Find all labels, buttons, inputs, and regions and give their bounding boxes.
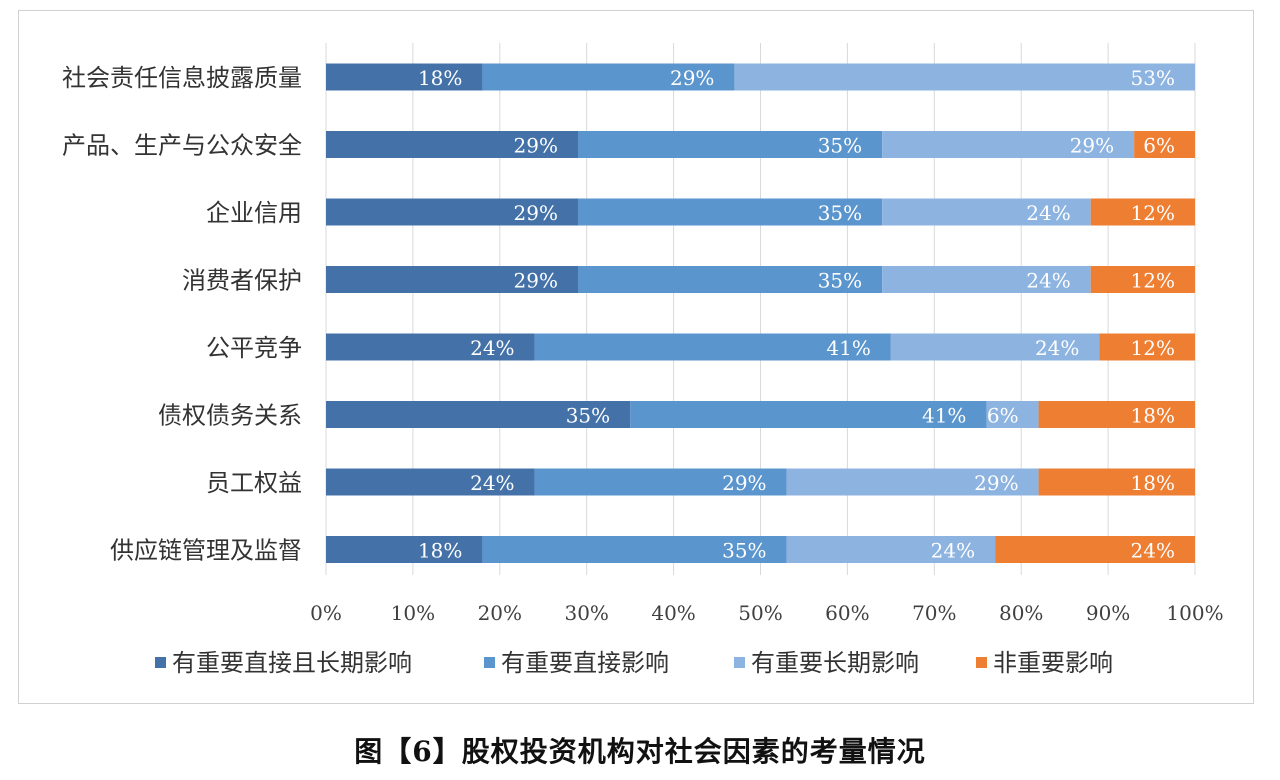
data-label: 35% [818,134,862,158]
bar-segment [534,468,787,496]
stacked-bar-chart: 0% 10% 20% 30% 40% 50% 60% 70% 80% 90% 100% 社会责任信息披… [62,43,1224,677]
data-label: 24% [1131,539,1175,563]
data-label: 41% [922,404,966,428]
bar-segment [1038,468,1195,496]
data-label: 6% [987,404,1019,428]
bar-segment [1099,333,1195,361]
data-label: 24% [1026,269,1070,293]
bar-segment [326,333,535,361]
data-label: 35% [818,269,862,293]
bar-segment [534,333,891,361]
bar-segment [882,198,1091,226]
data-label: 24% [470,471,514,495]
y-category-label: 公平竞争 [206,334,302,362]
bar-segment [578,131,883,158]
data-label: 29% [722,471,766,495]
legend-swatch [734,657,745,668]
data-label: 53% [1131,66,1175,90]
bar-segment [630,401,987,428]
data-label: 24% [1026,201,1070,225]
x-tick-label: 10% [391,601,435,625]
x-tick-label: 60% [825,601,869,625]
x-tick-label: 0% [310,601,342,625]
x-tick-label: 50% [738,601,782,625]
figure-caption: 图【6】股权投资机构对社会因素的考量情况 [354,735,926,768]
x-tick-label: 40% [651,601,695,625]
y-category-label: 产品、生产与公众安全 [62,132,302,160]
bar-segment [326,198,579,226]
y-category-label: 债权债务关系 [158,402,302,430]
data-label: 35% [566,404,610,428]
legend-swatch [976,657,987,668]
x-tick-label: 100% [1166,601,1223,625]
data-label: 29% [514,134,558,158]
data-label: 18% [1131,471,1175,495]
x-tick-label: 70% [912,601,956,625]
legend-label: 有重要直接且长期影响 [172,649,412,677]
data-label: 29% [670,66,714,90]
y-category-label: 员工权益 [206,469,302,497]
data-label: 6% [1143,134,1175,158]
data-label: 35% [722,539,766,563]
legend-swatch [155,657,166,668]
bar-segment [326,266,579,293]
bar-segment [326,468,535,496]
bar-segment [734,63,1195,91]
data-label: 29% [1070,134,1114,158]
x-tick-label: 20% [478,601,522,625]
bar-segment [882,266,1091,293]
data-label: 35% [818,201,862,225]
bar-segment [326,131,579,158]
bar-segment [482,536,787,563]
x-tick-label: 80% [999,601,1043,625]
bar-segment [578,266,883,293]
data-label: 12% [1131,336,1175,360]
data-label: 12% [1131,201,1175,225]
bar-segment [995,536,1195,563]
bar-segment [986,401,1039,428]
y-category-label: 消费者保护 [182,267,302,295]
data-label: 29% [514,269,558,293]
data-label: 41% [826,336,870,360]
data-label: 18% [1131,404,1175,428]
bar-segment [1134,131,1195,158]
data-label: 18% [418,539,462,563]
legend-swatch [484,657,495,668]
data-label: 29% [974,471,1018,495]
y-category-label: 社会责任信息披露质量 [62,64,302,92]
x-tick-label: 90% [1086,601,1130,625]
bar-segment [578,198,883,226]
x-tick-label: 30% [564,601,608,625]
bar-segment [1090,266,1195,293]
bar-segment [890,333,1100,361]
legend-label: 有重要直接影响 [501,649,669,677]
bar-segment [326,401,631,428]
data-label: 24% [1035,336,1079,360]
legend-label: 非重要影响 [993,649,1113,677]
data-label: 29% [514,201,558,225]
bar-segment [786,536,996,563]
bar-segment [786,468,1039,496]
bar-segment [482,63,735,91]
bar-segment [1038,401,1195,428]
bar-segment [882,131,1135,158]
legend-label: 有重要长期影响 [751,649,919,677]
data-label: 12% [1131,269,1175,293]
y-category-label: 企业信用 [206,199,302,227]
bar-segment [1090,198,1195,226]
data-label: 24% [931,539,975,563]
y-category-label: 供应链管理及监督 [110,537,302,565]
data-label: 18% [418,66,462,90]
bar-segment [326,536,483,563]
data-label: 24% [470,336,514,360]
bar-segment [326,63,483,91]
